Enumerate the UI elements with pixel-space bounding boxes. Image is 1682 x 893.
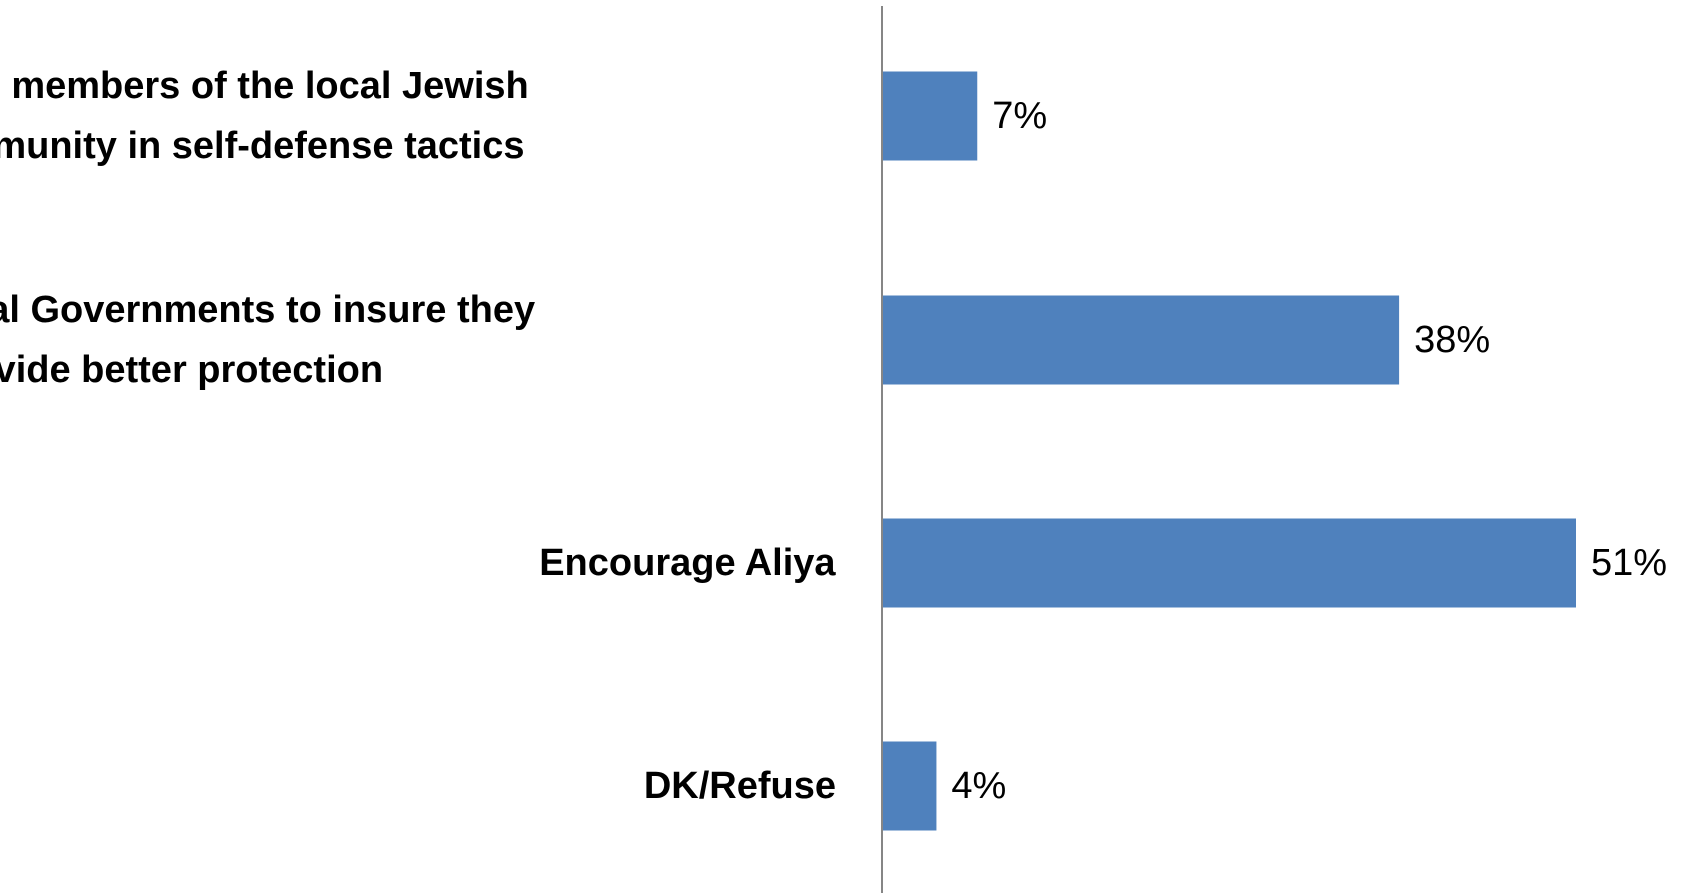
data-label-2: 38% bbox=[1414, 319, 1490, 361]
category-label-4-line-1: DK/Refuse bbox=[644, 765, 836, 807]
category-label-1: Train members of the local Jewish communi… bbox=[0, 65, 529, 167]
bar-4 bbox=[882, 741, 937, 831]
bar-2 bbox=[882, 295, 1400, 385]
data-label-4: 4% bbox=[951, 765, 1006, 807]
category-labels: Train members of the local Jewish communi… bbox=[0, 65, 836, 807]
bars-layer bbox=[882, 71, 1576, 831]
data-label-1: 7% bbox=[992, 95, 1047, 137]
bar-3 bbox=[882, 518, 1576, 608]
category-label-1-line-1: Train members of the local Jewish bbox=[0, 65, 529, 107]
category-label-1-line-2: community in self-defense tactics bbox=[0, 125, 525, 167]
category-label-2-line-2: provide better protection bbox=[0, 349, 383, 391]
category-label-3-line-1: Encourage Aliya bbox=[539, 542, 836, 584]
category-label-2: Contact local Governments to insure they… bbox=[0, 289, 535, 391]
data-label-3: 51% bbox=[1591, 542, 1667, 584]
category-label-4: DK/Refuse bbox=[644, 765, 836, 807]
category-label-2-line-1: Contact local Governments to insure they bbox=[0, 289, 535, 331]
value-labels: 7% 38% 51% 4% bbox=[951, 95, 1667, 807]
category-label-3: Encourage Aliya bbox=[539, 542, 836, 584]
bar-1 bbox=[882, 71, 978, 161]
